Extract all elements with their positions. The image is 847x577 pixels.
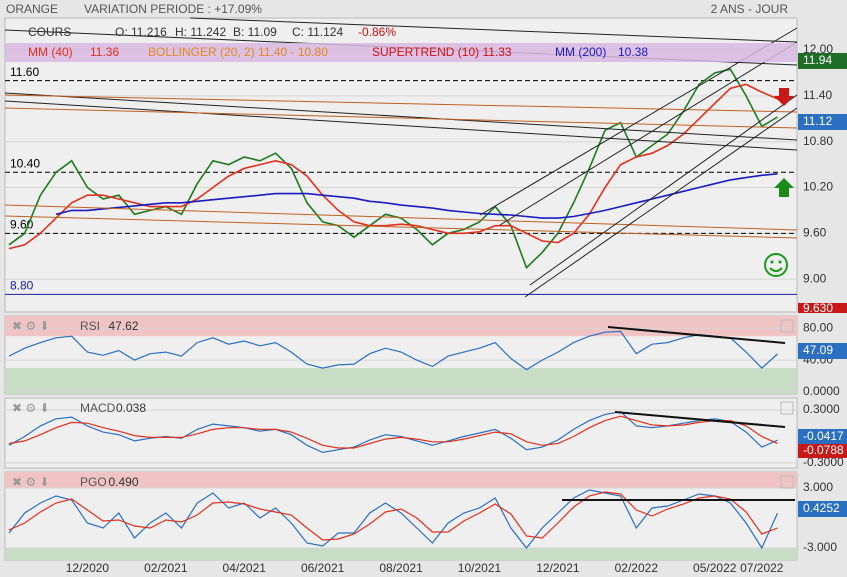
indicator: BOLLINGER (20, 2) 11.40 - 10.80 bbox=[148, 45, 328, 59]
indicator-line bbox=[55, 173, 778, 219]
change: -0.86% bbox=[358, 25, 396, 39]
x-tick-label: 12/2020 bbox=[66, 561, 110, 575]
level-label: 8.80 bbox=[10, 279, 34, 293]
ohlc: C: 11.124 bbox=[292, 25, 343, 39]
upper-zone bbox=[5, 472, 797, 488]
x-tick-label: 07/2022 bbox=[740, 561, 784, 575]
ohlc: O: 11.216 bbox=[115, 25, 167, 39]
legend-band bbox=[5, 43, 797, 62]
signals bbox=[764, 88, 794, 277]
badge: 9.630 bbox=[803, 301, 833, 315]
panel-button bbox=[780, 319, 794, 333]
symbol: ORANGE bbox=[6, 2, 58, 16]
y-tick-label: 9.60 bbox=[803, 226, 827, 240]
indicator-line bbox=[8, 83, 778, 250]
y-tick-label: 10.20 bbox=[803, 180, 833, 194]
legend-entry: PGO bbox=[80, 475, 107, 489]
panel bbox=[4, 17, 798, 313]
x-tick-label: 12/2021 bbox=[536, 561, 580, 575]
panel-icons: ✖ ⚙ ⬇ bbox=[12, 401, 50, 415]
badge: 47.09 bbox=[803, 343, 833, 357]
variation: VARIATION PERIODE : +17.09% bbox=[84, 2, 262, 16]
indicator: SUPERTREND (10) 11.33 bbox=[372, 45, 512, 59]
y-tick-label: -3.000 bbox=[803, 540, 837, 554]
indicator-line bbox=[8, 415, 778, 449]
legend-entry: MACD bbox=[80, 401, 116, 415]
y-tick-label: 11.40 bbox=[803, 88, 832, 102]
y-tick-label: 12.00 bbox=[803, 42, 833, 56]
badge: 11.94 bbox=[803, 53, 832, 67]
legend-entry: RSI bbox=[80, 319, 100, 333]
legend-value: 0.490 bbox=[109, 475, 139, 489]
indicator-line bbox=[8, 411, 778, 454]
x-tick-label: 06/2021 bbox=[301, 561, 345, 575]
legend-entry: MM (200) bbox=[555, 45, 606, 59]
ohlc: H: 11.242 bbox=[175, 25, 226, 39]
legend-value: 0.038 bbox=[116, 401, 146, 415]
level-label: 11.60 bbox=[10, 65, 39, 79]
y-tick-label: 0.0000 bbox=[803, 384, 840, 398]
y-tick-label: 9.00 bbox=[803, 271, 827, 285]
legend-entry: MM (40) bbox=[28, 45, 73, 59]
panel-icons: ✖ ⚙ ⬇ bbox=[12, 319, 50, 333]
y-tick-label: 0.3000 bbox=[803, 402, 840, 416]
x-tick-label: 10/2021 bbox=[458, 561, 502, 575]
badge: -0.0788 bbox=[803, 443, 844, 457]
y-tick-label: 10.80 bbox=[803, 134, 833, 148]
y-tick-label: 3.000 bbox=[803, 480, 833, 494]
level-label: 9.60 bbox=[10, 218, 34, 232]
y-tick-label: 80.00 bbox=[803, 320, 833, 334]
ohlc: B: 11.09 bbox=[233, 25, 277, 39]
badge: -0.0417 bbox=[803, 429, 844, 443]
panel-button bbox=[780, 401, 794, 415]
level-label: 10.40 bbox=[10, 156, 40, 170]
legend-main: COURS O: 11.216 H: 11.242 B: 11.09 C: 11… bbox=[28, 25, 648, 59]
indicator-line bbox=[8, 491, 778, 541]
upper-zone bbox=[5, 316, 797, 337]
period: 2 ANS - JOUR bbox=[711, 2, 789, 16]
panel-button bbox=[780, 475, 794, 489]
y-tick-label: -0.3000 bbox=[803, 455, 844, 469]
panel-icons: ✖ ⚙ ⬇ bbox=[12, 475, 50, 489]
legend-value: 47.62 bbox=[109, 319, 139, 333]
indicator-line bbox=[8, 330, 778, 371]
x-tick-label: 08/2021 bbox=[379, 561, 423, 575]
badge: 11.12 bbox=[803, 114, 832, 128]
indicator-line bbox=[8, 489, 779, 550]
plots: 12.00 11.40 10.80 10.20 9.60 9.00 11.60 10.40 9.… bbox=[4, 17, 844, 575]
legend-title: COURS bbox=[28, 25, 71, 39]
badges: 11.94 11.12 9.630 47.09 -0.0417 -0.0788 … bbox=[798, 53, 847, 517]
x-tick-label: 02/2022 bbox=[615, 561, 659, 575]
x-tick-label: 04/2021 bbox=[223, 561, 267, 575]
lower-zone bbox=[5, 548, 797, 560]
legend-value: 10.38 bbox=[618, 45, 648, 59]
x-tick-label: 05/2022 bbox=[693, 561, 737, 575]
x-tick-label: 02/2021 bbox=[144, 561, 188, 575]
lower-zone bbox=[5, 368, 797, 394]
trend-lines bbox=[4, 17, 798, 501]
legend-value: 11.36 bbox=[90, 45, 119, 59]
badge: 0.4252 bbox=[803, 501, 840, 515]
price-line bbox=[8, 68, 778, 270]
